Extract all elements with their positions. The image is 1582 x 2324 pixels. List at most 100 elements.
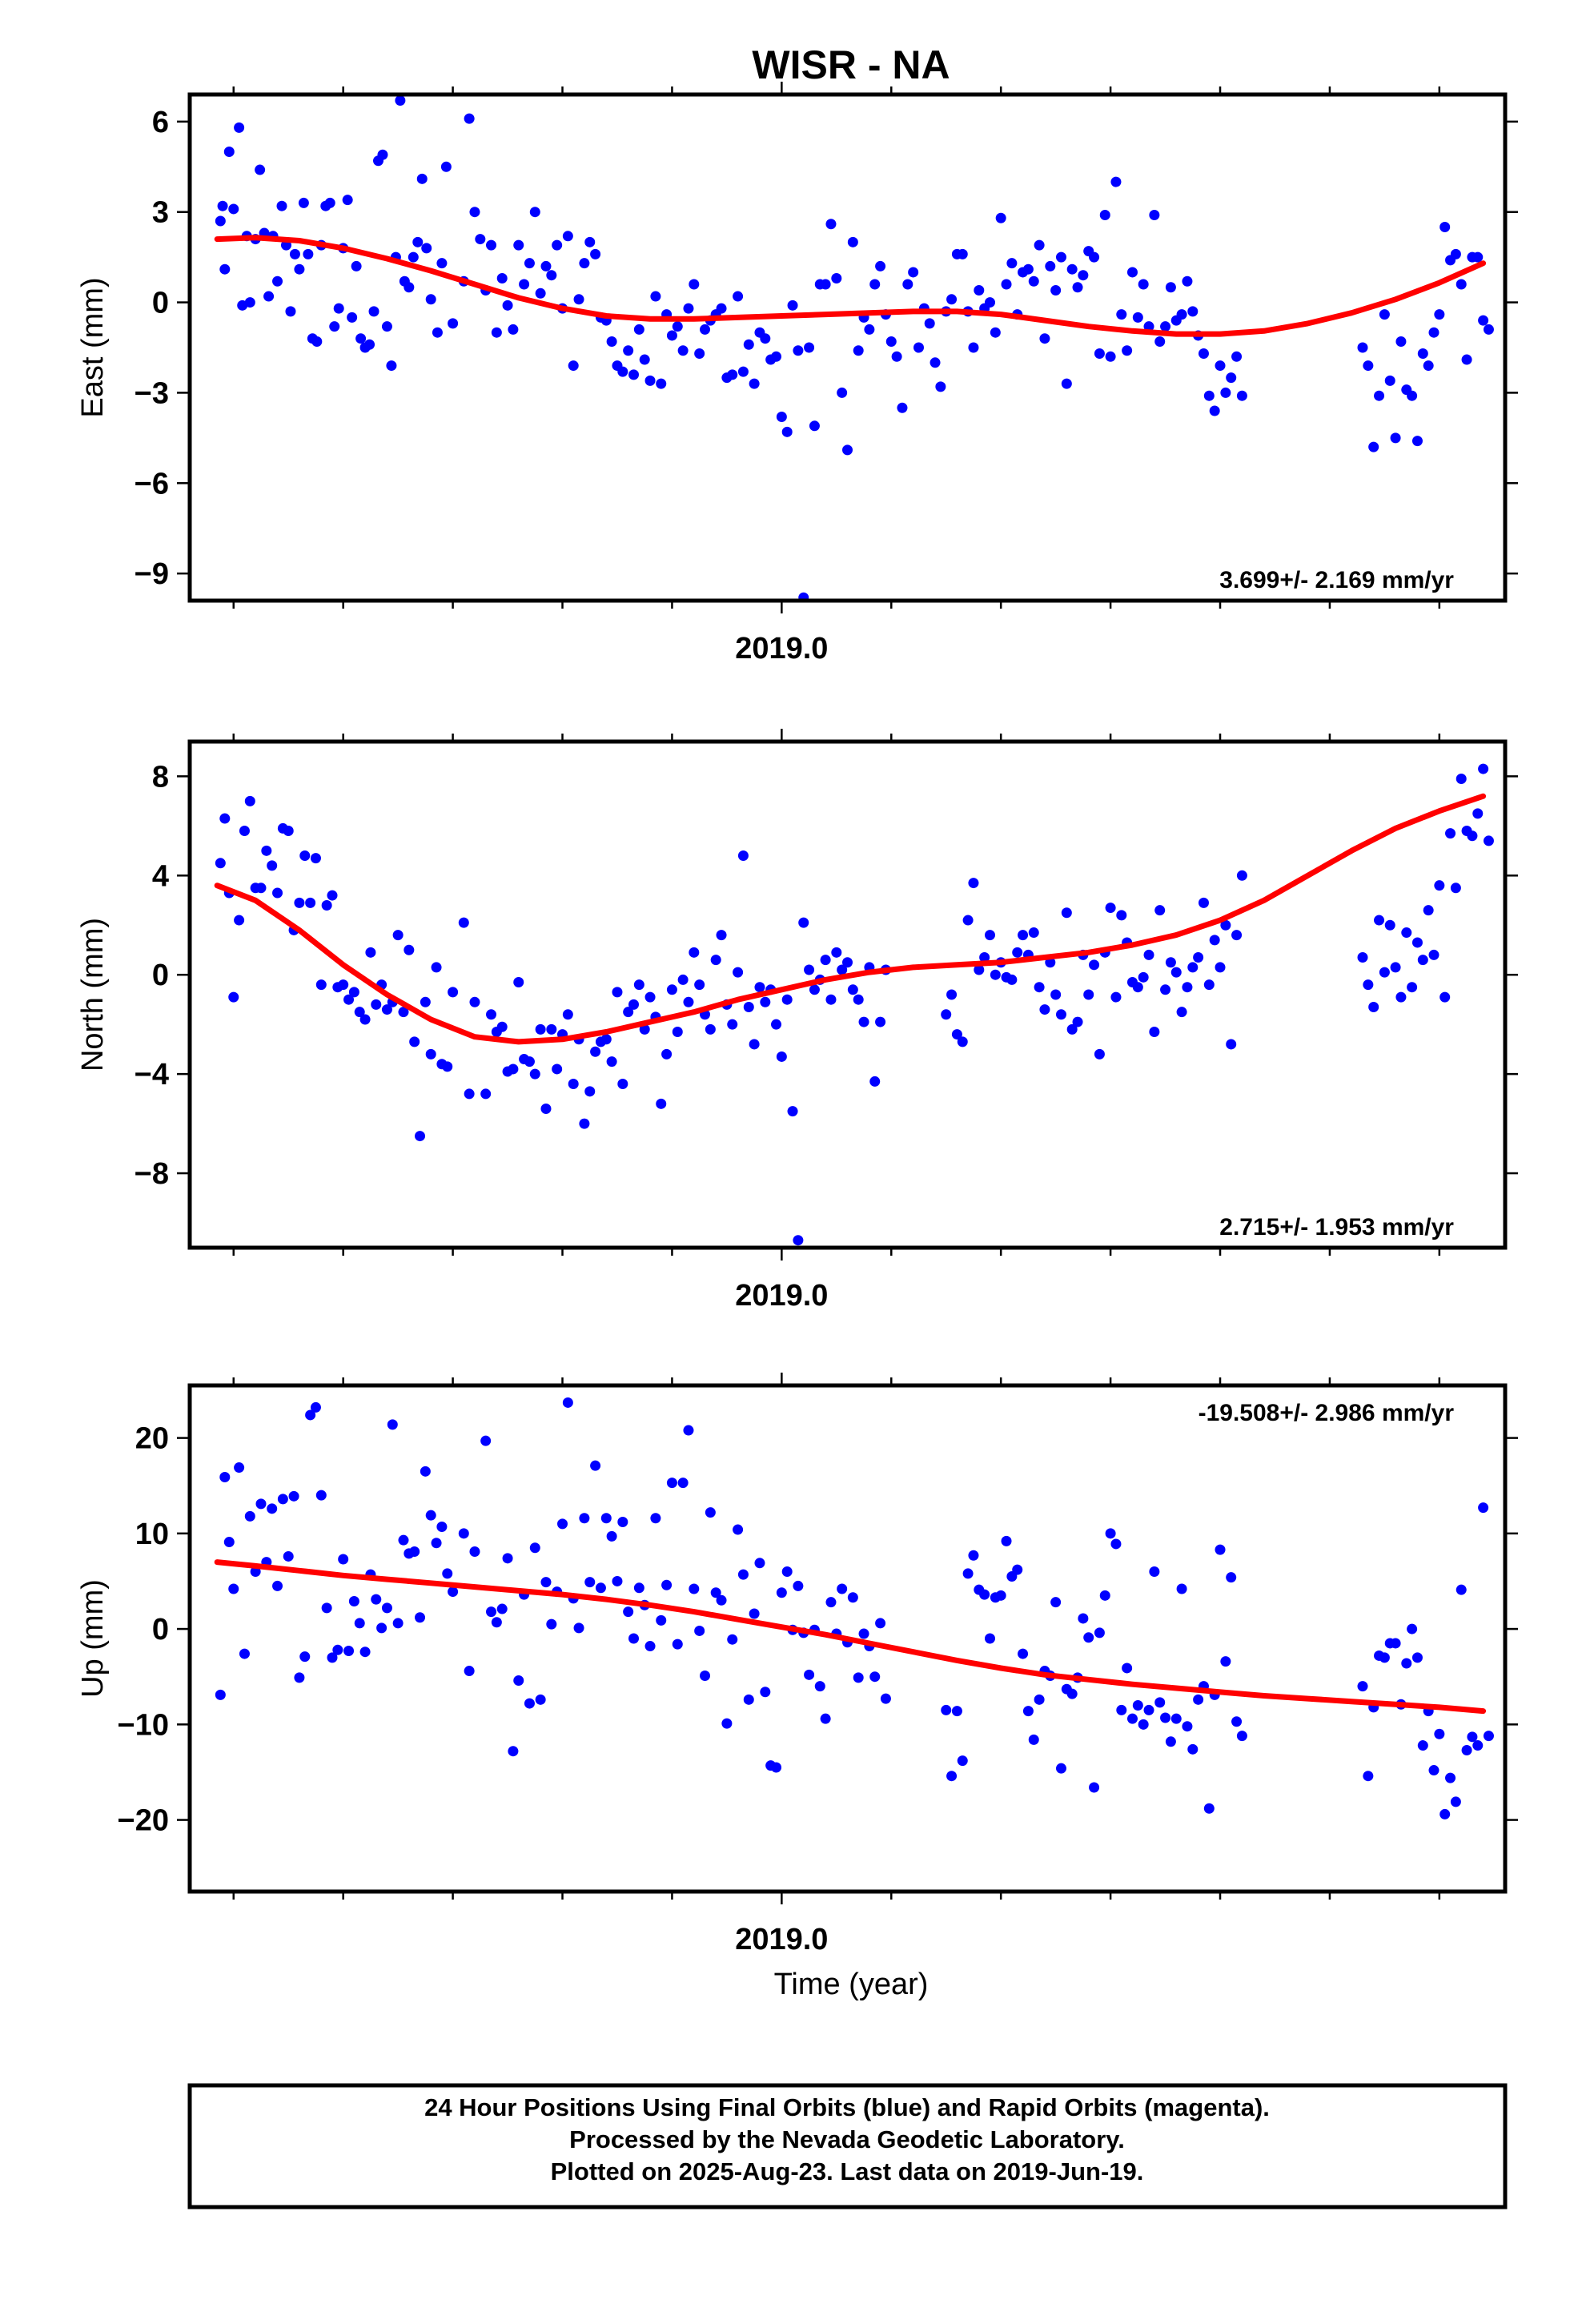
east-point	[421, 243, 432, 254]
up-point	[749, 1608, 760, 1619]
north-point	[1401, 927, 1412, 939]
east-point	[1050, 285, 1062, 296]
north-point	[733, 967, 744, 978]
up-point	[244, 1510, 255, 1522]
north-point	[486, 1009, 497, 1020]
north-point	[348, 987, 359, 998]
north-rate-label: 2.715+/- 1.953 mm/yr	[1219, 1214, 1454, 1240]
east-point	[416, 173, 428, 184]
north-point	[798, 917, 809, 928]
up-point	[1001, 1535, 1012, 1546]
up-fit-line	[214, 1559, 1487, 1715]
north-point	[1094, 1048, 1105, 1059]
east-frame	[187, 92, 1508, 603]
up-point	[239, 1648, 250, 1659]
north-point	[1034, 982, 1045, 993]
north-point	[244, 795, 255, 806]
north-point	[1066, 1023, 1078, 1035]
east-rate-label: 3.699+/- 2.169 mm/yr	[1219, 567, 1454, 593]
up-point	[1428, 1765, 1439, 1776]
up-point	[584, 1577, 596, 1588]
up-point	[793, 1580, 804, 1591]
east-point	[733, 291, 744, 302]
up-point	[1456, 1584, 1467, 1595]
north-point	[392, 930, 404, 941]
north-point	[1467, 830, 1478, 842]
north-point	[1428, 949, 1439, 960]
up-point	[1203, 1803, 1215, 1814]
north-point	[590, 1046, 601, 1057]
east-point	[1231, 351, 1243, 362]
east-point	[644, 375, 656, 386]
up-point	[880, 1693, 891, 1704]
up-point	[1160, 1712, 1171, 1723]
north-point	[842, 957, 853, 968]
east-point	[524, 258, 535, 269]
up-point	[310, 1401, 321, 1413]
up-y-tick-label-3: 10	[135, 1518, 169, 1551]
east-point	[1483, 324, 1494, 335]
north-point	[837, 964, 848, 975]
north-point	[1439, 991, 1451, 1003]
up-point	[804, 1669, 815, 1680]
up-point	[425, 1510, 436, 1521]
east-point	[957, 248, 968, 259]
north-point	[310, 853, 321, 864]
east-point	[486, 239, 497, 251]
north-point	[365, 947, 376, 958]
up-point	[1099, 1590, 1110, 1601]
east-point	[968, 342, 979, 353]
up-point	[984, 1633, 995, 1644]
north-point	[793, 1235, 804, 1246]
north-point	[831, 947, 842, 958]
up-point	[1472, 1740, 1484, 1751]
up-point	[1193, 1694, 1204, 1705]
north-point	[946, 989, 958, 1000]
north-point	[716, 930, 727, 941]
up-point	[1083, 1632, 1094, 1643]
north-point	[710, 955, 721, 966]
up-point	[496, 1603, 508, 1614]
up-point	[1105, 1528, 1116, 1539]
north-point	[431, 962, 442, 973]
east-y-tick-label-0: −9	[135, 557, 169, 591]
up-point	[491, 1617, 502, 1628]
east-point	[1417, 348, 1428, 360]
north-point	[853, 994, 864, 1005]
up-point	[672, 1638, 683, 1650]
north-point	[760, 996, 771, 1007]
north-point	[1450, 883, 1461, 894]
north-point	[1236, 870, 1247, 881]
east-point	[513, 239, 524, 251]
north-point	[825, 994, 837, 1005]
north-point	[562, 1009, 573, 1020]
east-point	[1368, 441, 1379, 452]
up-point	[617, 1517, 628, 1528]
north-point	[1423, 905, 1434, 916]
up-point	[820, 1713, 831, 1724]
north-point	[448, 987, 459, 998]
up-point	[1236, 1731, 1247, 1742]
up-y-axis-label: Up (mm)	[76, 1579, 110, 1698]
north-point	[683, 996, 694, 1007]
east-point	[837, 387, 848, 398]
east-point	[1203, 390, 1215, 401]
figure-title: WISR - NA	[752, 42, 950, 87]
east-point	[395, 95, 406, 107]
north-point	[327, 890, 338, 901]
north-point	[315, 979, 327, 991]
north-point	[666, 984, 677, 995]
up-y-tick-label-1: −10	[118, 1708, 169, 1742]
north-point	[705, 1023, 716, 1035]
up-point	[743, 1694, 754, 1705]
east-point	[1160, 321, 1171, 332]
north-point	[606, 1056, 617, 1068]
up-point	[1055, 1763, 1066, 1774]
up-point	[283, 1550, 294, 1562]
north-point	[1434, 880, 1445, 891]
north-point	[354, 1007, 365, 1018]
east-point	[529, 207, 540, 218]
north-point	[1160, 984, 1171, 995]
north-point	[820, 955, 831, 966]
